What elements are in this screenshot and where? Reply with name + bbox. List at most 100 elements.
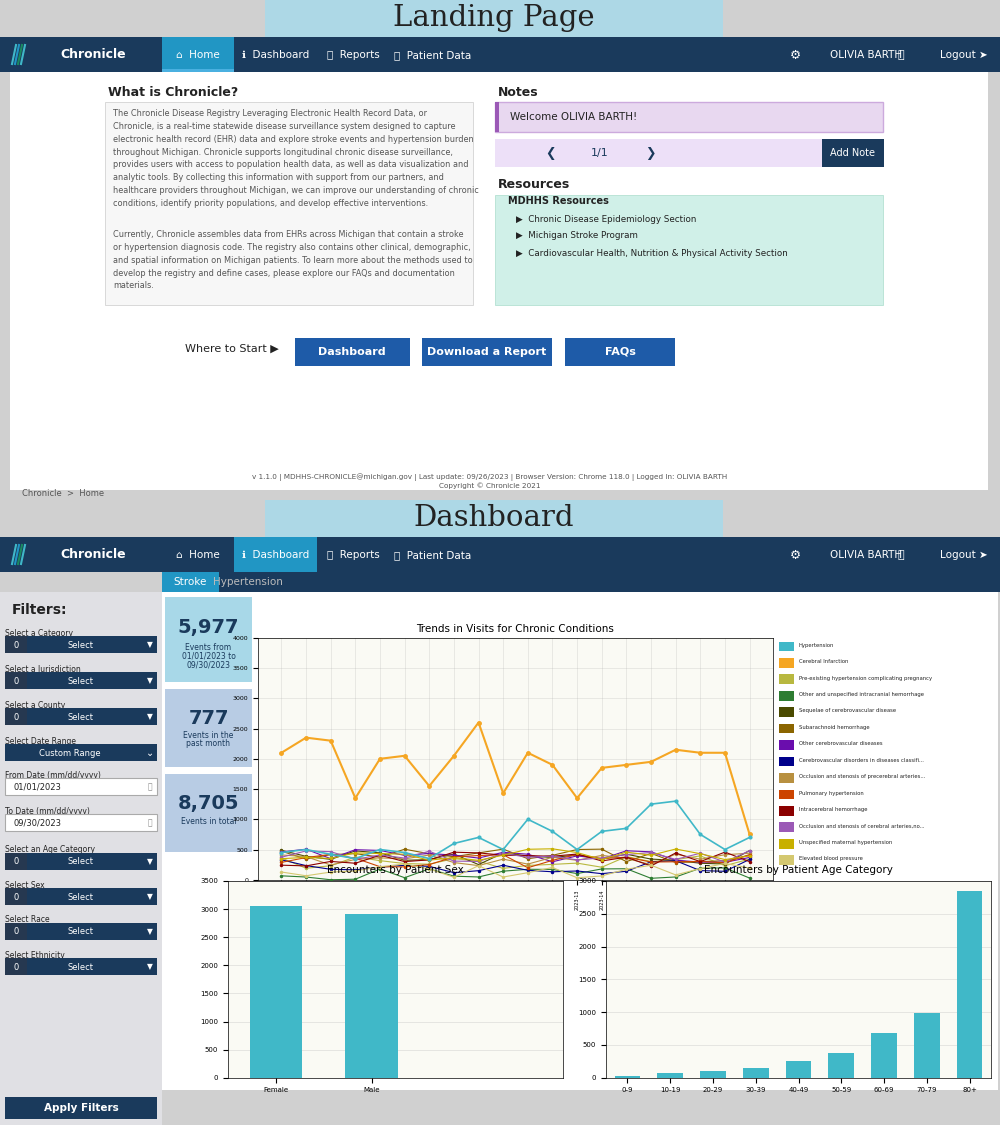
Text: What is Chronicle?: What is Chronicle? bbox=[108, 86, 238, 99]
Text: 0: 0 bbox=[13, 963, 19, 972]
Bar bbox=[779, 641, 794, 651]
Bar bbox=[5, 778, 157, 795]
Text: Chronicle: Chronicle bbox=[60, 48, 126, 62]
Text: 0: 0 bbox=[13, 892, 19, 901]
Bar bbox=[162, 592, 998, 1090]
Text: Subarachnoid hemorrhage: Subarachnoid hemorrhage bbox=[799, 724, 869, 730]
Text: Hypertension: Hypertension bbox=[799, 642, 834, 648]
Bar bbox=[5, 888, 27, 904]
Bar bbox=[565, 338, 675, 366]
Text: ℹ  Dashboard: ℹ Dashboard bbox=[242, 50, 309, 60]
Text: 📊  Reports: 📊 Reports bbox=[327, 550, 379, 560]
Bar bbox=[871, 1033, 897, 1078]
Bar bbox=[250, 907, 302, 1078]
Text: ⚙: ⚙ bbox=[790, 48, 801, 62]
Bar bbox=[828, 1053, 854, 1078]
Bar bbox=[0, 37, 1000, 72]
Text: 777: 777 bbox=[188, 709, 229, 728]
Text: ▶  Chronic Disease Epidemiology Section: ▶ Chronic Disease Epidemiology Section bbox=[516, 215, 696, 224]
Bar bbox=[422, 338, 552, 366]
Text: To Date (mm/dd/yyyy): To Date (mm/dd/yyyy) bbox=[5, 807, 90, 816]
Bar bbox=[5, 744, 157, 760]
Bar bbox=[5, 922, 157, 940]
Text: Unspecified maternal hypertension: Unspecified maternal hypertension bbox=[799, 840, 892, 845]
Bar bbox=[779, 708, 794, 717]
Text: Resources: Resources bbox=[498, 179, 570, 191]
Text: 📊  Reports: 📊 Reports bbox=[327, 50, 379, 60]
Text: ▼: ▼ bbox=[147, 963, 153, 972]
Bar bbox=[5, 922, 27, 940]
Text: Download a Report: Download a Report bbox=[427, 346, 547, 357]
Text: From Date (mm/dd/yyyy): From Date (mm/dd/yyyy) bbox=[5, 771, 101, 780]
Text: 0: 0 bbox=[13, 712, 19, 721]
Text: 0: 0 bbox=[13, 857, 19, 866]
Bar bbox=[162, 37, 234, 72]
Bar bbox=[5, 1097, 157, 1119]
Text: Copyright © Chronicle 2021: Copyright © Chronicle 2021 bbox=[439, 483, 541, 489]
Text: ▼: ▼ bbox=[147, 676, 153, 685]
Bar bbox=[162, 69, 234, 72]
Text: Select: Select bbox=[67, 640, 93, 649]
Bar bbox=[165, 597, 252, 682]
Text: Stroke: Stroke bbox=[173, 577, 207, 587]
Text: Welcome OLIVIA BARTH!: Welcome OLIVIA BARTH! bbox=[510, 112, 637, 122]
Text: Select Date Range: Select Date Range bbox=[5, 737, 76, 746]
Bar bbox=[743, 1068, 769, 1078]
Text: Add Note: Add Note bbox=[830, 148, 876, 158]
Text: Select: Select bbox=[67, 712, 93, 721]
Text: ℹ  Dashboard: ℹ Dashboard bbox=[242, 550, 309, 560]
Text: ⌄: ⌄ bbox=[146, 748, 154, 758]
Bar bbox=[5, 958, 157, 975]
Text: 👤: 👤 bbox=[897, 50, 904, 60]
Bar bbox=[0, 592, 162, 1125]
Text: 8,705: 8,705 bbox=[178, 793, 239, 812]
Bar bbox=[5, 958, 27, 975]
Bar bbox=[779, 855, 794, 865]
Text: Select a County: Select a County bbox=[5, 701, 65, 710]
Bar bbox=[295, 338, 410, 366]
Text: ❯: ❯ bbox=[645, 146, 655, 160]
Bar bbox=[5, 853, 27, 870]
Bar bbox=[162, 572, 219, 592]
Text: Select a Jurisdiction: Select a Jurisdiction bbox=[5, 665, 81, 674]
Text: Intracerebral hemorrhage: Intracerebral hemorrhage bbox=[799, 807, 867, 812]
Bar bbox=[779, 839, 794, 848]
Bar bbox=[265, 0, 723, 37]
Text: Currently, Chronicle assembles data from EHRs across Michigan that contain a str: Currently, Chronicle assembles data from… bbox=[113, 229, 473, 290]
Text: ⌂  Home: ⌂ Home bbox=[176, 50, 220, 60]
Text: Events in total: Events in total bbox=[181, 818, 236, 827]
Bar bbox=[779, 790, 794, 799]
Text: Logout ➤: Logout ➤ bbox=[940, 50, 988, 60]
Text: OLIVIA BARTH: OLIVIA BARTH bbox=[830, 50, 902, 60]
Text: Cerebrovascular disorders in diseases classifi...: Cerebrovascular disorders in diseases cl… bbox=[799, 758, 924, 763]
Text: 09/30/2023: 09/30/2023 bbox=[186, 660, 230, 669]
Text: Select Race: Select Race bbox=[5, 916, 50, 925]
Text: Occlusion and stenosis of cerebral arteries,no...: Occlusion and stenosis of cerebral arter… bbox=[799, 824, 924, 828]
Bar bbox=[786, 1061, 811, 1078]
Text: 📋  Patient Data: 📋 Patient Data bbox=[394, 550, 472, 560]
Text: ▶  Michigan Stroke Program: ▶ Michigan Stroke Program bbox=[516, 232, 638, 241]
Bar bbox=[779, 773, 794, 783]
Text: 0: 0 bbox=[13, 640, 19, 649]
Text: Filters:: Filters: bbox=[12, 603, 68, 616]
Text: Pulmonary hypertension: Pulmonary hypertension bbox=[799, 791, 863, 795]
Text: ▼: ▼ bbox=[147, 927, 153, 936]
Text: Where to Start ▶: Where to Start ▶ bbox=[185, 344, 279, 354]
Bar bbox=[0, 37, 160, 72]
Bar bbox=[10, 72, 988, 490]
Text: Select: Select bbox=[67, 963, 93, 972]
Bar bbox=[779, 674, 794, 684]
Bar bbox=[265, 500, 723, 537]
Text: ▶  Cardiovascular Health, Nutrition & Physical Activity Section: ▶ Cardiovascular Health, Nutrition & Phy… bbox=[516, 249, 788, 258]
Bar bbox=[345, 914, 398, 1078]
Text: Landing Page: Landing Page bbox=[393, 4, 595, 32]
Text: Select: Select bbox=[67, 927, 93, 936]
Bar bbox=[5, 636, 157, 652]
Bar bbox=[495, 102, 883, 132]
Title: Trends in Visits for Chronic Conditions: Trends in Visits for Chronic Conditions bbox=[417, 624, 614, 634]
Text: 📋  Patient Data: 📋 Patient Data bbox=[394, 50, 472, 60]
Text: 1/1: 1/1 bbox=[591, 148, 609, 158]
Text: 0: 0 bbox=[13, 676, 19, 685]
Text: MDHHS Resources: MDHHS Resources bbox=[508, 196, 609, 206]
Bar bbox=[779, 822, 794, 832]
